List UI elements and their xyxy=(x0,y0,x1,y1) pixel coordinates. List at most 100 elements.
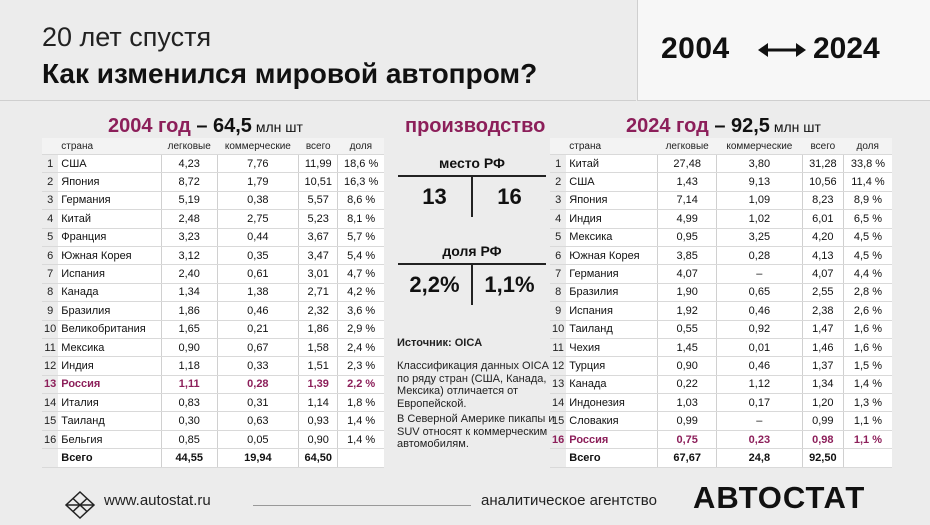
rank-cell: 12 xyxy=(42,356,59,376)
value-cell: 0,23 xyxy=(715,430,803,450)
value-cell: 0,67 xyxy=(216,338,299,358)
rank-cell: 1 xyxy=(42,154,59,174)
value-cell: 8,9 % xyxy=(842,191,892,211)
value-cell: 27,48 xyxy=(657,154,717,174)
value-cell: 1,1 % xyxy=(842,430,892,450)
total-cell xyxy=(550,448,567,468)
rank-cell: 8 xyxy=(550,283,567,303)
total-cell: 67,67 xyxy=(657,448,717,468)
value-cell: 8,1 % xyxy=(337,209,384,229)
value-cell: 2,75 xyxy=(216,209,299,229)
table-row: 6 Южная Корея 3,85 0,28 4,13 4,5 % xyxy=(550,246,892,266)
brand-name: АВТОСТАТ xyxy=(693,480,866,515)
rank-cell: 15 xyxy=(42,411,59,431)
value-cell: 6,01 xyxy=(801,209,844,229)
value-cell: 1,4 % xyxy=(337,411,384,431)
rank-cell: 16 xyxy=(550,430,567,450)
total-cell: 92,50 xyxy=(801,448,844,468)
value-cell: 4,07 xyxy=(657,264,717,284)
value-cell: 9,13 xyxy=(715,172,803,192)
rank-cell: 14 xyxy=(550,393,567,413)
value-cell: 1,38 xyxy=(216,283,299,303)
production-label: производство xyxy=(405,115,546,137)
site-link[interactable]: www.autostat.ru xyxy=(104,492,211,509)
value-cell: 0,99 xyxy=(657,411,717,431)
column-header: всего xyxy=(298,138,338,155)
value-cell: 3,47 xyxy=(298,246,338,266)
value-cell: 1,79 xyxy=(216,172,299,192)
value-cell: 0,30 xyxy=(160,411,218,431)
table-row: 13 Россия 1,11 0,28 1,39 2,2 % xyxy=(42,375,384,395)
column-header: страна xyxy=(58,138,162,155)
agency-label: аналитическое агентство xyxy=(481,492,657,509)
value-cell: 3,85 xyxy=(657,246,717,266)
value-cell: 2,2 % xyxy=(337,375,384,395)
rank-cell: 3 xyxy=(42,191,59,211)
table-row: 7 Германия 4,07–4,07 4,4 % xyxy=(550,264,892,284)
value-cell: 0,63 xyxy=(216,411,299,431)
value-cell: 0,22 xyxy=(657,375,717,395)
value-cell: 1,4 % xyxy=(842,375,892,395)
divider xyxy=(398,263,546,265)
table-row: 14 Италия 0,83 0,31 1,14 1,8 % xyxy=(42,393,384,413)
value-cell: 3,01 xyxy=(298,264,338,284)
rank-cell: 4 xyxy=(42,209,59,229)
country-cell: Япония xyxy=(566,191,658,211)
table-row: 12 Турция 0,90 0,46 1,37 1,5 % xyxy=(550,356,892,376)
table-row: 11 Мексика 0,90 0,67 1,58 2,4 % xyxy=(42,338,384,358)
table-row: 2 США 1,43 9,13 10,56 11,4 % xyxy=(550,172,892,192)
value-cell: 1,5 % xyxy=(842,356,892,376)
value-cell: 10,51 xyxy=(298,172,338,192)
table-row: 4 Китай 2,48 2,75 5,23 8,1 % xyxy=(42,209,384,229)
page-subtitle: 20 лет спустя xyxy=(42,22,212,52)
value-cell: 2,4 % xyxy=(337,338,384,358)
value-cell: 3,12 xyxy=(160,246,218,266)
value-cell: 8,23 xyxy=(801,191,844,211)
table-row: 12 Индия 1,18 0,33 1,51 2,3 % xyxy=(42,356,384,376)
header: 20 лет спустя Как изменился мировой авто… xyxy=(0,0,930,101)
column-header: доля xyxy=(843,138,892,155)
value-cell: 0,93 xyxy=(298,411,338,431)
value-cell: 0,28 xyxy=(216,375,299,395)
country-cell: Канада xyxy=(566,375,658,395)
value-cell: 1,86 xyxy=(160,301,218,321)
value-cell: 7,76 xyxy=(216,154,299,174)
value-cell: 31,28 xyxy=(801,154,844,174)
value-cell: 1,11 xyxy=(160,375,218,395)
country-cell: США xyxy=(566,172,658,192)
country-cell: Бразилия xyxy=(566,283,658,303)
page-title: Как изменился мировой автопром? xyxy=(42,58,538,89)
total-cell xyxy=(42,448,59,468)
value-cell: 11,4 % xyxy=(842,172,892,192)
rank-cell: 14 xyxy=(42,393,59,413)
country-cell: Южная Корея xyxy=(566,246,658,266)
rank-cell: 1 xyxy=(550,154,567,174)
country-cell: Италия xyxy=(58,393,162,413)
table-row: 11 Чехия 1,45 0,01 1,46 1,6 % xyxy=(550,338,892,358)
header-blank xyxy=(42,138,59,155)
rank-label: место РФ xyxy=(439,155,505,171)
table-row: 5 Мексика 0,95 3,25 4,20 4,5 % xyxy=(550,228,892,247)
value-cell: 1,34 xyxy=(801,375,844,395)
country-cell: Испания xyxy=(58,264,162,284)
table-row: 8 Канада 1,34 1,38 2,71 4,2 % xyxy=(42,283,384,303)
title-total: – 92,5 xyxy=(708,115,770,137)
rank-cell: 2 xyxy=(42,172,59,192)
table-row: 10 Великобритания 1,65 0,21 1,86 2,9 % xyxy=(42,320,384,339)
title-year: 2004 год xyxy=(108,115,191,137)
country-cell: Чехия xyxy=(566,338,658,358)
table-row: 2 Япония 8,72 1,79 10,51 16,3 % xyxy=(42,172,384,192)
value-cell: 4,13 xyxy=(801,246,844,266)
rank-cell: 8 xyxy=(42,283,59,303)
value-cell: 1,03 xyxy=(657,393,717,413)
total-cell: 24,8 xyxy=(715,448,803,468)
table-header-row: страна легковые коммерческие всего доля xyxy=(550,138,892,155)
value-cell: 0,46 xyxy=(216,301,299,321)
value-cell: 1,09 xyxy=(715,191,803,211)
value-cell: 2,48 xyxy=(160,209,218,229)
value-cell: 0,92 xyxy=(715,320,803,339)
value-cell: 0,35 xyxy=(216,246,299,266)
value-cell: 10,56 xyxy=(801,172,844,192)
country-cell: Германия xyxy=(58,191,162,211)
country-cell: Индия xyxy=(566,209,658,229)
